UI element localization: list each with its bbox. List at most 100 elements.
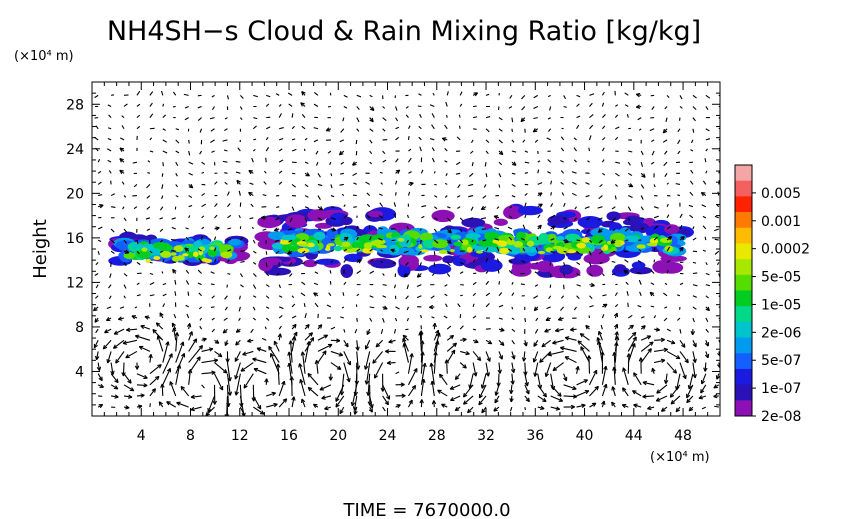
wind-arrow [356,117,360,123]
wind-arrow [330,326,336,330]
wind-arrow [482,239,487,242]
wind-arrow [303,228,306,233]
wind-arrow [329,161,332,166]
wind-arrow [494,384,500,396]
wind-arrow [253,117,258,120]
wind-arrow [602,294,607,297]
wind-arrow [443,315,448,319]
wind-arrow [175,184,179,188]
wind-arrow [485,139,490,143]
wind-arrow [201,236,203,241]
time-footer: TIME = 7670000.0 [342,500,510,519]
wind-arrow [714,250,720,255]
wind-arrow [201,384,205,389]
wind-arrow [628,183,634,188]
wind-arrow [550,250,555,254]
wind-arrow [716,204,720,208]
wind-arrow [611,386,616,397]
wind-arrow [265,147,270,152]
cloud-cell [351,242,368,250]
wind-arrow [234,351,241,362]
wind-arrow [601,147,605,152]
wind-arrow [149,294,155,297]
wind-arrow [692,306,697,310]
wind-arrow [564,356,577,364]
wind-arrow [679,282,684,286]
wind-arrow [166,401,177,408]
wind-arrow [303,148,306,152]
cloud-cell [510,265,532,277]
wind-arrow [625,281,629,286]
wind-arrow [390,248,396,253]
wind-arrow [705,128,710,132]
cloud-cell [581,237,591,243]
wind-arrow [289,273,293,277]
wind-arrow [533,105,538,109]
wind-arrow [521,351,527,362]
wind-arrow [483,184,487,188]
wind-arrow [431,124,435,130]
wind-arrow [666,328,671,332]
wind-arrow [586,217,590,221]
wind-arrow [317,206,324,211]
wind-arrow [97,226,103,230]
wind-arrow [214,226,220,231]
wind-arrow [395,371,400,375]
wind-arrow [317,183,323,187]
cloud-cell [279,240,291,245]
wind-arrow [140,324,151,330]
wind-arrow [327,150,332,154]
wind-arrow [615,172,620,177]
wind-arrow [265,157,267,163]
wind-arrow [291,331,298,341]
wind-arrow [649,291,655,297]
wind-arrow [480,205,487,211]
wind-arrow [613,323,619,330]
wind-arrow [106,351,112,364]
wind-arrow [478,395,487,406]
wind-arrow [211,328,215,333]
wind-arrow [190,394,202,400]
wind-arrow [700,373,707,385]
wind-arrow [126,327,137,333]
wind-arrow [638,279,642,285]
wind-arrow [534,284,539,287]
cloud-cell [646,242,658,247]
wind-arrow [149,250,153,254]
wind-arrow [136,393,145,398]
wind-arrow [498,327,505,332]
wind-arrow [264,326,267,330]
wind-arrow [379,202,384,208]
wind-arrow [201,203,207,208]
wind-arrow [287,250,293,255]
wind-arrow [454,406,461,412]
wind-arrow [459,261,464,265]
wind-arrow [144,315,151,320]
wind-arrow [123,405,130,410]
wind-arrow [433,228,437,233]
wind-arrow [508,259,513,263]
wind-arrow [497,269,500,274]
wind-arrow [690,139,694,144]
wind-arrow [508,248,513,252]
wind-arrow [601,125,606,130]
wind-arrow [224,395,229,416]
wind-arrow [291,206,295,211]
wind-arrow [675,373,681,391]
wind-arrow [224,128,228,132]
wind-arrow [278,306,284,310]
wind-arrow [705,295,709,299]
wind-arrow [369,128,374,132]
wind-arrow [301,125,306,130]
wind-arrow [677,128,681,133]
wind-arrow [343,248,348,252]
wind-arrow [317,172,321,178]
wind-arrow [679,106,683,109]
wind-arrow [273,340,280,352]
wind-arrow [650,305,655,308]
wind-arrow [408,171,412,174]
cloud-cell [297,247,310,254]
wind-arrow [716,262,720,266]
wind-arrow [197,117,202,121]
wind-arrow [382,395,389,406]
